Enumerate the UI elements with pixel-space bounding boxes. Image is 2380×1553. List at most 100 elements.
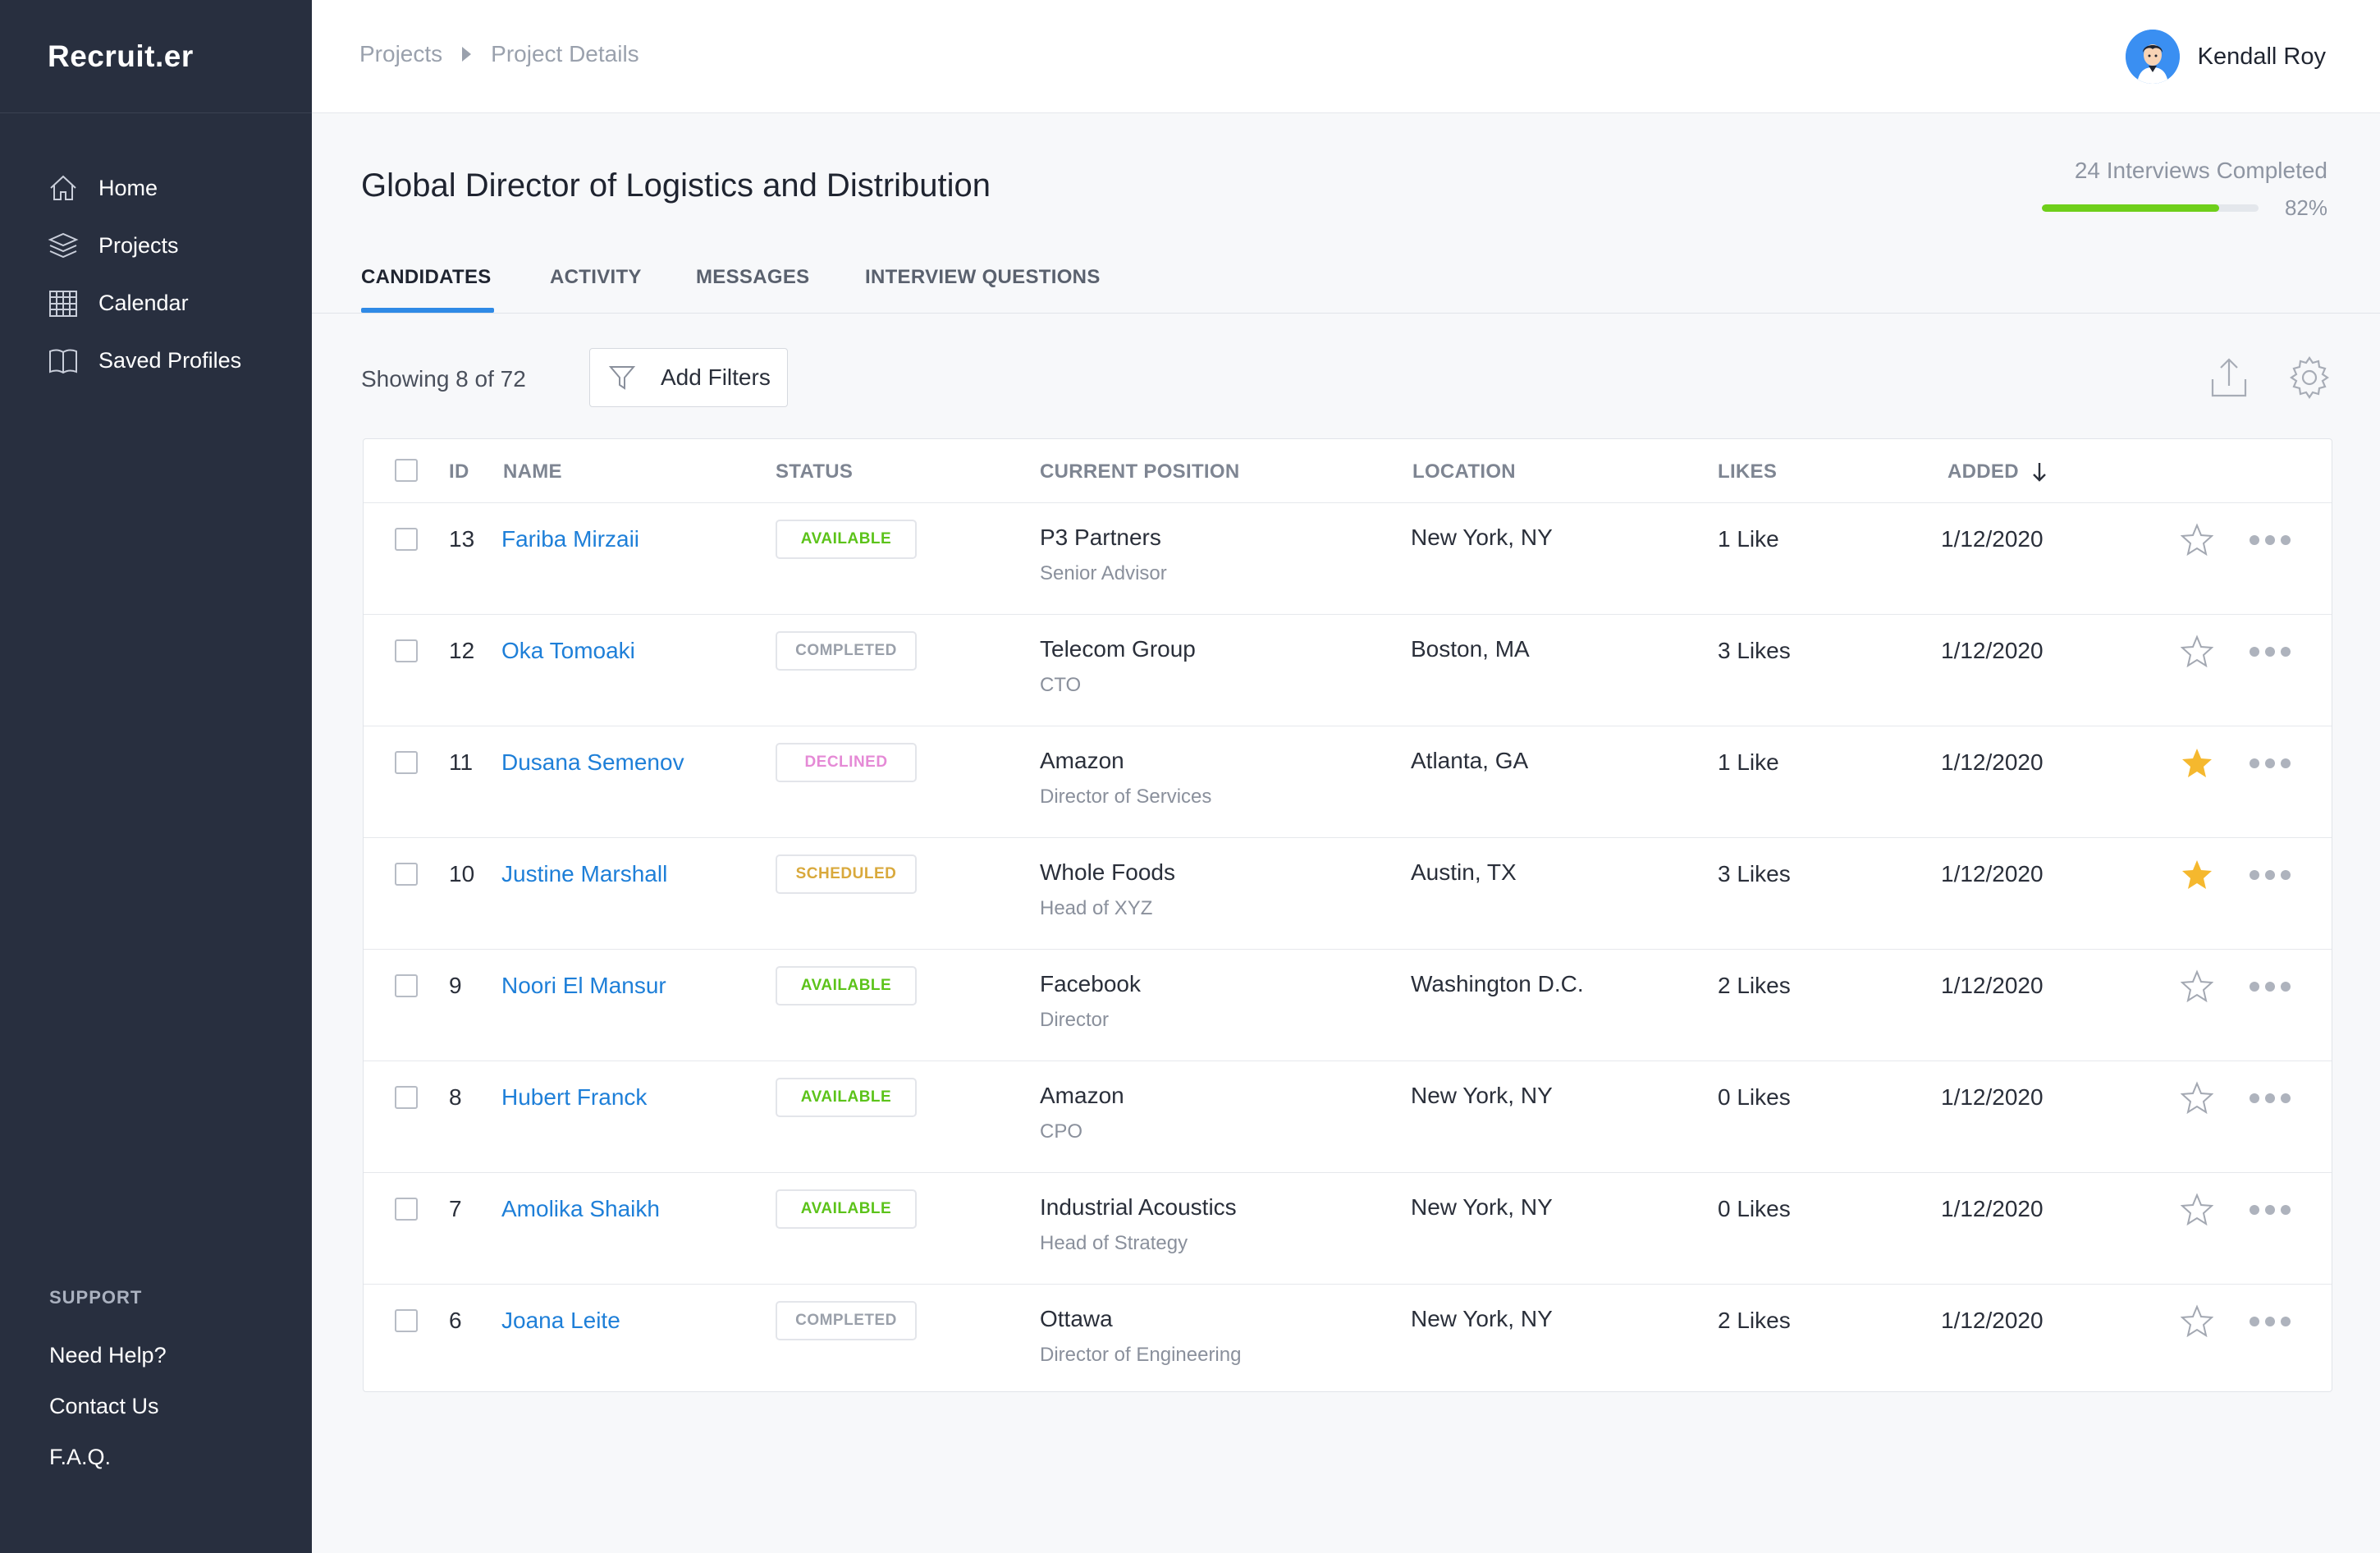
more-options-icon[interactable] [2250, 646, 2291, 657]
candidate-added-date: 1/12/2020 [1941, 526, 2044, 552]
column-name[interactable]: NAME [503, 460, 562, 483]
sort-descending-icon [2032, 463, 2046, 482]
star-icon[interactable] [2180, 634, 2214, 668]
column-likes[interactable]: LIKES [1718, 460, 1778, 483]
candidate-id: 8 [449, 1084, 462, 1110]
progress-bar-fill [2042, 204, 2220, 212]
topbar: Projects Project Details Kendall Roy [312, 0, 2380, 113]
candidate-likes: 0 Likes [1718, 1196, 1791, 1221]
page-title: Global Director of Logistics and Distrib… [361, 167, 991, 204]
column-current-position[interactable]: CURRENT POSITION [1040, 460, 1240, 483]
current-position: Amazon CPO [1040, 1083, 1124, 1143]
tab-candidates[interactable]: CANDIDATES [361, 266, 492, 288]
candidate-added-date: 1/12/2020 [1941, 1308, 2044, 1333]
more-options-icon[interactable] [2250, 1093, 2291, 1104]
status-badge: DECLINED [776, 743, 917, 782]
add-filters-button[interactable]: Add Filters [589, 348, 788, 407]
candidate-name-link[interactable]: Oka Tomoaki [501, 638, 635, 663]
candidate-id: 9 [449, 973, 462, 998]
position-company: Amazon [1040, 1083, 1124, 1108]
column-status[interactable]: STATUS [776, 460, 854, 483]
export-icon[interactable] [2206, 355, 2252, 401]
table-header: ID NAME STATUS CURRENT POSITION LOCATION… [364, 439, 2332, 503]
table-row: 13 Fariba Mirzaii AVAILABLE P3 Partners Seni… [364, 503, 2332, 615]
star-icon[interactable] [2180, 1304, 2214, 1338]
contact-us-link[interactable]: Contact Us [49, 1393, 159, 1418]
more-options-icon[interactable] [2250, 1204, 2291, 1216]
column-location[interactable]: LOCATION [1412, 460, 1516, 483]
interview-progress: 24 Interviews Completed 82% [2042, 158, 2331, 221]
current-position: Whole Foods Head of XYZ [1040, 859, 1175, 920]
column-id[interactable]: ID [449, 460, 469, 483]
candidate-likes: 2 Likes [1718, 1308, 1791, 1333]
row-checkbox[interactable] [395, 528, 418, 551]
interviews-completed-label: 24 Interviews Completed [2074, 158, 2327, 183]
sidebar-item-projects[interactable]: Projects [0, 217, 312, 274]
user-menu[interactable]: Kendall Roy [2125, 30, 2326, 84]
row-checkbox[interactable] [395, 1309, 418, 1332]
breadcrumb-project-details[interactable]: Project Details [491, 41, 639, 66]
sidebar-item-home[interactable]: Home [0, 159, 312, 217]
column-added[interactable]: ADDED [1947, 460, 2048, 483]
tab-interview-questions[interactable]: INTERVIEW QUESTIONS [865, 266, 1101, 288]
position-company: P3 Partners [1040, 525, 1161, 550]
candidate-name-link[interactable]: Amolika Shaikh [501, 1196, 660, 1221]
brand-logo[interactable]: Recruit.er [0, 0, 312, 113]
candidate-id: 6 [449, 1308, 462, 1333]
more-options-icon[interactable] [2250, 534, 2291, 546]
candidate-name-link[interactable]: Joana Leite [501, 1308, 620, 1333]
position-company: Telecom Group [1040, 636, 1196, 662]
row-checkbox[interactable] [395, 1198, 418, 1221]
candidate-added-date: 1/12/2020 [1941, 973, 2044, 998]
sidebar-item-saved-profiles[interactable]: Saved Profiles [0, 332, 312, 389]
table-row: 7 Amolika Shaikh AVAILABLE Industrial Acous… [364, 1173, 2332, 1285]
candidate-added-date: 1/12/2020 [1941, 1084, 2044, 1110]
candidate-likes: 1 Like [1718, 526, 1779, 552]
need-help-link[interactable]: Need Help? [49, 1342, 167, 1367]
tab-activity[interactable]: ACTIVITY [550, 266, 642, 288]
row-checkbox[interactable] [395, 639, 418, 662]
row-checkbox[interactable] [395, 751, 418, 774]
candidate-location: New York, NY [1411, 1306, 1553, 1331]
candidate-likes: 1 Like [1718, 749, 1779, 775]
candidate-name-link[interactable]: Hubert Franck [501, 1084, 648, 1110]
candidate-name-link[interactable]: Noori El Mansur [501, 973, 666, 998]
more-options-icon[interactable] [2250, 1316, 2291, 1327]
breadcrumb-projects[interactable]: Projects [359, 41, 443, 66]
candidate-added-date: 1/12/2020 [1941, 861, 2044, 886]
star-icon[interactable] [2180, 1193, 2214, 1226]
gear-icon[interactable] [2286, 355, 2332, 401]
row-checkbox[interactable] [395, 974, 418, 997]
candidate-added-date: 1/12/2020 [1941, 1196, 2044, 1221]
tab-bar: CANDIDATES ACTIVITY MESSAGES INTERVIEW Q… [312, 254, 2380, 314]
candidate-id: 10 [449, 861, 475, 886]
star-icon[interactable] [2180, 1081, 2214, 1115]
more-options-icon[interactable] [2250, 869, 2291, 881]
star-icon[interactable] [2180, 523, 2214, 557]
star-filled-icon[interactable] [2181, 746, 2213, 779]
candidate-name-link[interactable]: Dusana Semenov [501, 749, 684, 775]
sidebar-item-calendar[interactable]: Calendar [0, 274, 312, 332]
tab-messages[interactable]: MESSAGES [696, 266, 810, 288]
more-options-icon[interactable] [2250, 758, 2291, 769]
table-row: 6 Joana Leite COMPLETED Ottawa Director of E… [364, 1285, 2332, 1396]
row-checkbox[interactable] [395, 1086, 418, 1109]
active-tab-indicator [361, 308, 494, 313]
candidate-id: 13 [449, 526, 475, 552]
star-filled-icon[interactable] [2181, 858, 2213, 891]
candidate-name-link[interactable]: Fariba Mirzaii [501, 526, 640, 552]
progress-percent: 82% [2284, 195, 2327, 220]
sidebar: Recruit.er Home Projects Calendar Saved … [0, 0, 312, 1553]
select-all-checkbox[interactable] [395, 459, 418, 482]
status-badge: AVAILABLE [776, 520, 917, 559]
candidate-name-link[interactable]: Justine Marshall [501, 861, 668, 886]
faq-link[interactable]: F.A.Q. [49, 1444, 112, 1469]
breadcrumb-separator-icon [462, 47, 472, 62]
star-icon[interactable] [2180, 969, 2214, 1003]
status-badge: AVAILABLE [776, 1078, 917, 1117]
candidate-location: New York, NY [1411, 1194, 1553, 1220]
row-checkbox[interactable] [395, 863, 418, 886]
more-options-icon[interactable] [2250, 981, 2291, 992]
support-section: SUPPORT Need Help? Contact Us F.A.Q. [49, 1287, 167, 1482]
calendar-icon [49, 291, 77, 317]
